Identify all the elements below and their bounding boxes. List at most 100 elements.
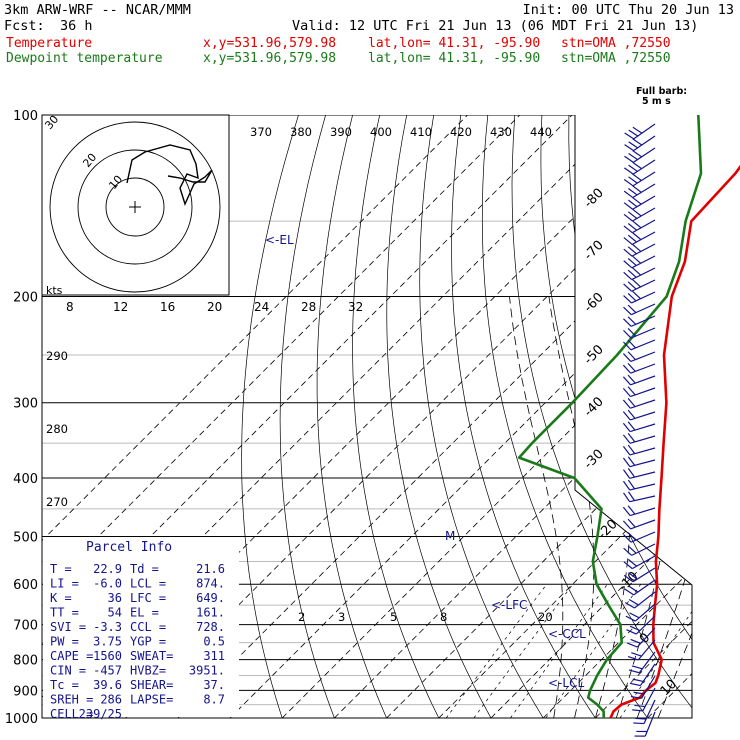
parcel-info-value: 239/25 bbox=[79, 707, 122, 721]
pressure-tick-label: 800 bbox=[13, 654, 38, 669]
parcel-info-value: 311 bbox=[203, 649, 225, 663]
parcel-info-key: K = bbox=[50, 591, 72, 605]
parcel-info-value: 1560 bbox=[93, 649, 122, 663]
theta-label: 420 bbox=[450, 125, 472, 139]
plot-frame bbox=[41, 115, 693, 719]
mixing-ratio-label: 2 bbox=[298, 610, 305, 624]
parcel-info-value: 8.7 bbox=[203, 693, 225, 707]
parcel-info-key: CCL = bbox=[130, 620, 166, 634]
isotherm bbox=[490, 115, 692, 718]
dry-adiabat bbox=[352, 115, 446, 718]
moist-adiabat bbox=[657, 296, 692, 718]
forecast-label: Fcst: bbox=[4, 18, 45, 34]
pressure-tick-label: 100 bbox=[13, 109, 38, 124]
parcel-info-value: 649. bbox=[196, 591, 225, 605]
isotherm bbox=[229, 115, 692, 718]
isotherm-label: -30 bbox=[581, 447, 607, 473]
mixing-ratio-line bbox=[510, 583, 608, 718]
valid-time: Valid: 12 UTC Fri 21 Jun 13 (06 MDT Fri … bbox=[292, 18, 699, 34]
dry-adiabat bbox=[676, 115, 692, 718]
parcel-info-value: 3951. bbox=[189, 664, 225, 678]
isotherm-label: -60 bbox=[581, 290, 607, 316]
isotherm-label: -40 bbox=[581, 394, 607, 420]
parcel-info-value: 874. bbox=[196, 577, 225, 591]
parcel-info-panel bbox=[43, 537, 239, 717]
parcel-info-key: LCL = bbox=[130, 577, 166, 591]
dry-adiabat bbox=[241, 115, 299, 718]
pressure-tick-label: 700 bbox=[13, 619, 38, 634]
temperature-latlon: lat,lon= 41.31, -95.90 bbox=[368, 36, 541, 51]
isotherm bbox=[281, 115, 692, 718]
isotherm bbox=[647, 115, 692, 718]
dry-adiabat bbox=[511, 115, 692, 718]
pressure-tick-label: 200 bbox=[13, 291, 38, 306]
isotherm bbox=[595, 115, 692, 718]
isotherm-label: -70 bbox=[581, 238, 607, 264]
dry-adiabat bbox=[540, 115, 692, 718]
hodograph-speed-tick: 32 bbox=[348, 300, 363, 314]
pressure-tick-label: 1000 bbox=[5, 712, 38, 727]
isotherm bbox=[542, 115, 692, 718]
dry-adiabat bbox=[731, 115, 740, 731]
pressure-tick-label: 500 bbox=[13, 530, 38, 545]
mixing-ratio-line bbox=[445, 583, 547, 718]
parcel-info-key: LI = bbox=[50, 577, 79, 591]
parcel-info-key: LAPSE= bbox=[130, 693, 173, 707]
dewpoint-line bbox=[517, 114, 703, 719]
temperature-xy: x,y=531.96,579.98 bbox=[203, 36, 337, 51]
parcel-info-key: HVBZ= bbox=[130, 664, 166, 678]
parcel-info-key: TT = bbox=[50, 606, 79, 620]
dewpoint-xy: x,y=531.96,579.98 bbox=[203, 51, 337, 66]
model-title: 3km ARW-WRF -- NCAR/MMM bbox=[4, 2, 191, 18]
mixing-ratio-label: 3 bbox=[338, 610, 345, 624]
parcel-info-value: 3.75 bbox=[93, 635, 122, 649]
hodograph-speed-tick: 24 bbox=[254, 300, 269, 314]
moist-adiabat bbox=[636, 296, 692, 718]
theta-label: 430 bbox=[490, 125, 512, 139]
temperature-station: stn=OMA ,72550 bbox=[561, 36, 671, 51]
isotherm bbox=[42, 115, 468, 718]
parcel-info-key: SREH = bbox=[50, 693, 93, 707]
parcel-info-key: SWEAT= bbox=[130, 649, 173, 663]
parcel-info-key: SVI = bbox=[50, 620, 86, 634]
mixing-ratio-label: 5 bbox=[390, 610, 397, 624]
pressure-tick-label: 400 bbox=[13, 472, 38, 487]
moist-adiabat bbox=[509, 296, 564, 718]
isotherm bbox=[177, 115, 692, 718]
isotherm-label: -50 bbox=[581, 342, 607, 368]
level-marker: <-CCL bbox=[548, 627, 586, 641]
parcel-info-value: 161. bbox=[196, 606, 225, 620]
dry-adiabat bbox=[419, 115, 552, 718]
theta-e-label: 280 bbox=[46, 422, 68, 436]
theta-e-label: 270 bbox=[46, 495, 68, 509]
dry-adiabat bbox=[279, 115, 340, 718]
dewpoint-latlon: lat,lon= 41.31, -95.90 bbox=[368, 51, 541, 66]
parcel-info-value: 286 bbox=[100, 693, 122, 707]
parcel-info-key: PW = bbox=[50, 635, 79, 649]
mixing-ratio-line bbox=[473, 583, 574, 718]
hodograph bbox=[41, 114, 230, 296]
isotherm bbox=[42, 115, 521, 718]
parcel-info-value: 21.6 bbox=[196, 562, 225, 576]
dewpoint-station: stn=OMA ,72550 bbox=[561, 51, 671, 66]
dry-adiabat bbox=[316, 115, 393, 718]
temperature-line bbox=[609, 164, 740, 719]
parcel-info-key: CIN = bbox=[50, 664, 86, 678]
dewpoint-legend-label: Dewpoint temperature bbox=[6, 51, 163, 66]
level-marker: <-EL bbox=[265, 233, 294, 247]
theta-label: 440 bbox=[530, 125, 552, 139]
parcel-info-key: YGP = bbox=[130, 635, 166, 649]
hodograph-units: kts bbox=[46, 284, 63, 297]
isotherm-label: -80 bbox=[581, 186, 607, 212]
parcel-info-value: 728. bbox=[196, 620, 225, 634]
hodograph-speed-tick: 12 bbox=[113, 300, 128, 314]
mixing-ratio-line bbox=[545, 583, 642, 718]
level-marker: <-LCL bbox=[548, 676, 584, 690]
isotherm bbox=[334, 115, 692, 718]
level-marker: <-LFC bbox=[491, 598, 527, 612]
temperature-legend-label: Temperature bbox=[6, 36, 93, 51]
pressure-tick-label: 300 bbox=[13, 397, 38, 412]
theta-label: 380 bbox=[290, 125, 312, 139]
dry-adiabat bbox=[649, 115, 692, 718]
